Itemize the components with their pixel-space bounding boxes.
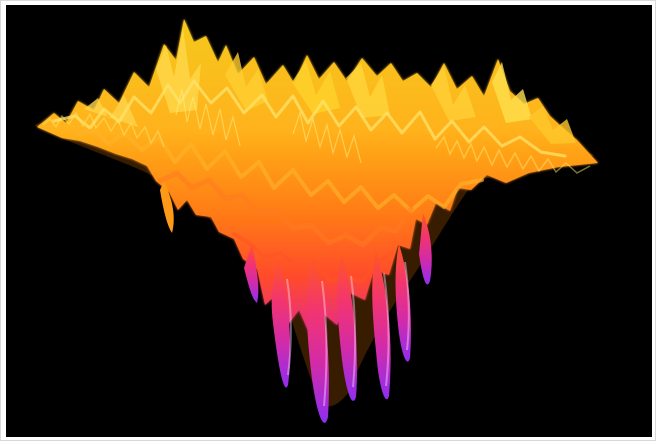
spike-sheen [286,261,410,407]
surface-highlights [84,28,576,144]
render-canvas [6,5,652,437]
fine-surface-noise [42,88,591,174]
surface-illustration [34,19,598,423]
downward-spikes [160,181,432,423]
